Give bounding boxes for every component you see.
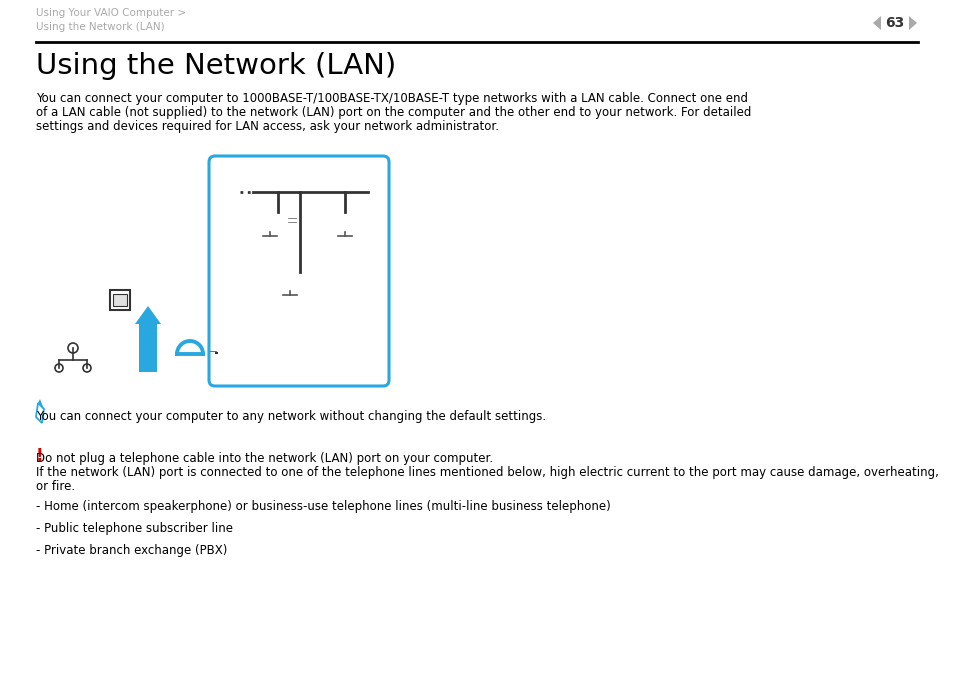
Text: - Home (intercom speakerphone) or business-use telephone lines (multi-line busin: - Home (intercom speakerphone) or busine… — [36, 500, 610, 513]
Text: Using the Network (LAN): Using the Network (LAN) — [36, 52, 395, 80]
Polygon shape — [908, 16, 916, 30]
Bar — [256, 237, 283, 244]
Bar — [280, 275, 301, 287]
Circle shape — [68, 343, 78, 353]
Bar — [277, 296, 303, 303]
Bar — [332, 237, 357, 244]
Bar — [333, 302, 367, 307]
Bar — [286, 212, 297, 240]
Bar — [110, 290, 130, 310]
Bar — [112, 294, 127, 306]
Text: Using the Network (LAN): Using the Network (LAN) — [36, 22, 165, 32]
Text: !: ! — [36, 447, 44, 465]
Polygon shape — [38, 399, 44, 409]
Text: of a LAN cable (not supplied) to the network (LAN) port on the computer and the : of a LAN cable (not supplied) to the net… — [36, 106, 751, 119]
FancyBboxPatch shape — [327, 272, 373, 304]
Text: - Public telephone subscriber line: - Public telephone subscriber line — [36, 522, 233, 535]
Bar — [335, 270, 365, 276]
Circle shape — [55, 364, 63, 372]
Text: Using Your VAIO Computer >: Using Your VAIO Computer > — [36, 8, 186, 18]
Text: You can connect your computer to any network without changing the default settin: You can connect your computer to any net… — [36, 410, 545, 423]
Bar — [331, 212, 358, 232]
Polygon shape — [135, 306, 161, 324]
Bar — [258, 215, 281, 228]
Bar — [208, 347, 218, 359]
Text: 63: 63 — [884, 16, 903, 30]
Bar — [255, 212, 284, 232]
Text: or fire.: or fire. — [36, 480, 75, 493]
Bar — [276, 272, 304, 291]
Text: - Private branch exchange (PBX): - Private branch exchange (PBX) — [36, 544, 227, 557]
Circle shape — [83, 364, 91, 372]
Text: Do not plug a telephone cable into the network (LAN) port on your computer.: Do not plug a telephone cable into the n… — [36, 452, 493, 465]
Text: If the network (LAN) port is connected to one of the telephone lines mentioned b: If the network (LAN) port is connected t… — [36, 466, 938, 479]
Polygon shape — [872, 16, 880, 30]
FancyBboxPatch shape — [209, 156, 389, 386]
Text: You can connect your computer to 1000BASE-T/100BASE-TX/10BASE-T type networks wi: You can connect your computer to 1000BAS… — [36, 92, 747, 105]
Text: settings and devices required for LAN access, ask your network administrator.: settings and devices required for LAN ac… — [36, 120, 498, 133]
Bar — [139, 324, 157, 372]
Bar — [334, 215, 355, 228]
